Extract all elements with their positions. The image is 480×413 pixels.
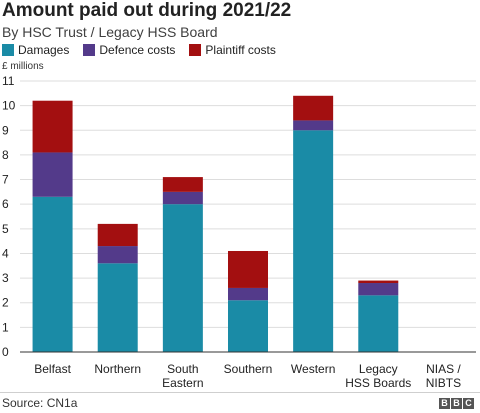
x-tick-label: South (167, 362, 198, 376)
legend: Damages Defence costs Plaintiff costs (2, 43, 290, 57)
y-tick-label: 11 (2, 74, 15, 88)
y-tick-label: 4 (2, 246, 9, 260)
bbc-logo: B B C (438, 398, 474, 409)
bbc-logo-letter: B (439, 398, 450, 409)
legend-item-damages: Damages (2, 43, 69, 57)
bar-segment (228, 300, 268, 352)
legend-swatch-plaintiff-costs (189, 44, 202, 56)
x-tick-label: Southern (224, 362, 273, 376)
bar-segment (293, 95, 334, 121)
bar-segment (32, 100, 73, 153)
bar-segment (228, 287, 268, 301)
bar-segment (32, 152, 73, 197)
y-tick-label: 10 (2, 99, 16, 113)
legend-label-damages: Damages (18, 43, 70, 57)
legend-swatch-defence-costs (83, 44, 96, 56)
legend-item-plaintiff-costs: Plaintiff costs (189, 43, 276, 57)
x-tick-label: NIBTS (426, 376, 461, 390)
legend-label-plaintiff-costs: Plaintiff costs (205, 43, 276, 57)
y-tick-label: 0 (2, 345, 9, 359)
bar-segment (293, 120, 334, 131)
source-note: Source: CN1a (2, 396, 78, 410)
x-tick-label: HSS Boards (345, 376, 411, 390)
bar-segment (97, 223, 138, 247)
bar-segment (293, 130, 334, 352)
y-tick-label: 2 (2, 296, 9, 310)
bbc-logo-letter: C (463, 398, 474, 409)
bar-segment (358, 280, 399, 284)
bar-segment (358, 295, 399, 352)
chart-title: Amount paid out during 2021/22 (2, 0, 292, 21)
y-axis-unit-label: £ millions (2, 61, 44, 72)
bar-segment (97, 263, 138, 352)
bar-segment (162, 191, 203, 205)
bar-segment (97, 246, 138, 264)
legend-label-defence-costs: Defence costs (99, 43, 176, 57)
x-tick-label: Northern (94, 362, 141, 376)
bar-segment (358, 283, 399, 296)
y-tick-label: 3 (2, 271, 9, 285)
y-tick-label: 5 (2, 222, 9, 236)
bar-segment (32, 196, 73, 352)
y-tick-label: 1 (2, 320, 9, 334)
footer-divider (0, 392, 480, 393)
legend-item-defence-costs: Defence costs (83, 43, 175, 57)
x-tick-label: Western (291, 362, 335, 376)
x-tick-label: Belfast (34, 362, 71, 376)
bar-segment (162, 177, 203, 192)
x-tick-label: Eastern (162, 376, 203, 390)
y-tick-label: 7 (2, 173, 9, 187)
bar-segment (228, 250, 268, 288)
bbc-logo-letter: B (451, 398, 462, 409)
x-tick-label: NIAS / (426, 362, 461, 376)
legend-swatch-damages (2, 44, 14, 56)
chart-subtitle: By HSC Trust / Legacy HSS Board (2, 24, 218, 40)
y-tick-label: 6 (2, 197, 9, 211)
x-tick-label: Legacy (359, 362, 398, 376)
y-tick-label: 9 (2, 123, 9, 137)
y-tick-label: 8 (2, 148, 9, 162)
bar-segment (162, 204, 203, 352)
